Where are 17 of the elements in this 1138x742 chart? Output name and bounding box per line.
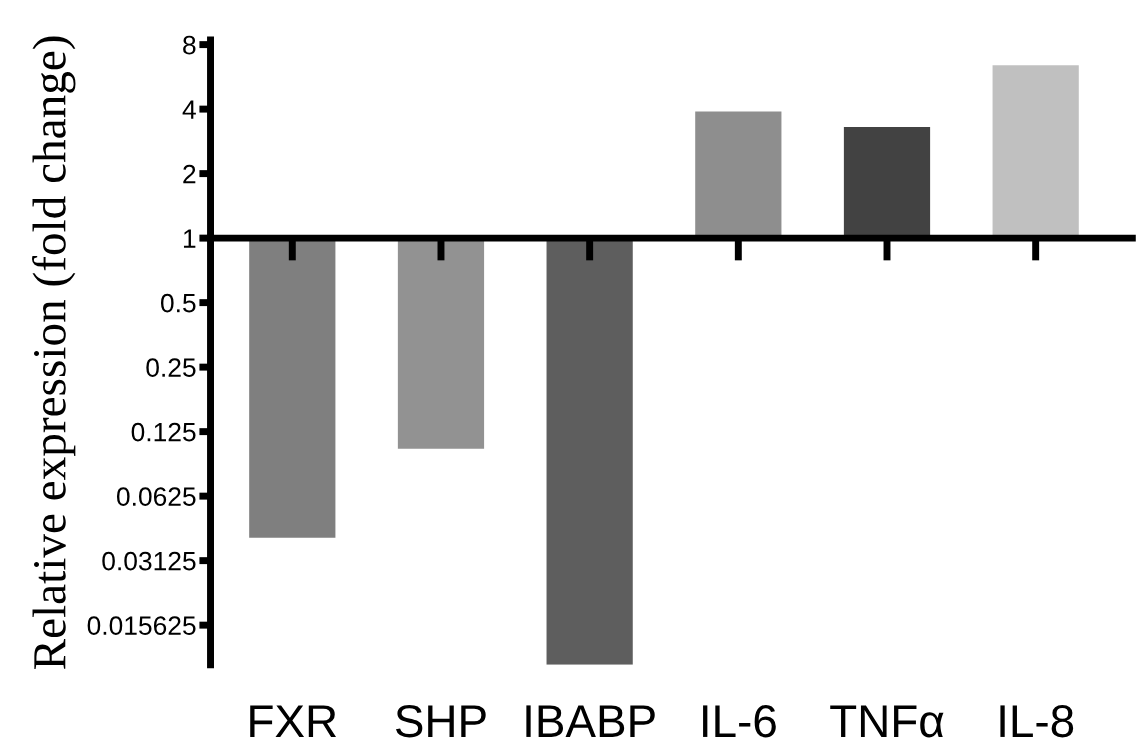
x-tick-label: SHP xyxy=(395,704,486,738)
y-tick-label: 0.03125 xyxy=(102,551,196,571)
x-tick-label: IL-6 xyxy=(703,704,776,738)
x-tick-label: FXR xyxy=(250,705,337,737)
y-tick-label: 1 xyxy=(183,229,196,248)
y-tick-label: 0.125 xyxy=(131,422,196,442)
y-tick-label: 2 xyxy=(183,164,196,184)
y-tick-label: 0.5 xyxy=(160,293,196,313)
y-axis-title: Relative expression (fold change) xyxy=(32,36,76,670)
y-tick-label: 0.0625 xyxy=(116,487,196,506)
y-tick-label: 8 xyxy=(183,35,196,55)
x-tick-label: IBABP xyxy=(526,705,655,737)
x-tick-label: IL-8 xyxy=(1000,704,1074,738)
x-tick-label: TNFα xyxy=(830,705,944,738)
y-tick-label: 0.25 xyxy=(146,358,196,377)
y-tick-label: 0.015625 xyxy=(87,616,196,635)
y-tick-label: 4 xyxy=(182,100,196,119)
